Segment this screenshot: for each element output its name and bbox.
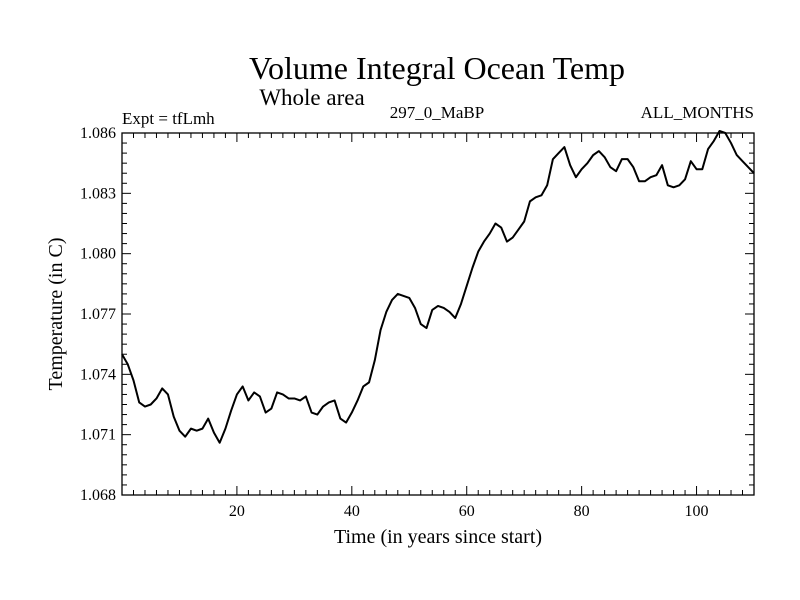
y-tick-label: 1.074 (80, 366, 116, 383)
y-axis-ticks: 1.068 1.071 1.074 1.077 1.080 1.083 1.086 (80, 125, 754, 504)
plot-frame (121, 132, 755, 496)
annotation-months: ALL_MONTHS (641, 103, 754, 122)
x-tick-label: 20 (229, 503, 245, 520)
chart-title: Volume Integral Ocean Temp (249, 50, 625, 86)
y-tick-label: 1.086 (80, 125, 116, 142)
x-tick-label: 100 (685, 503, 709, 520)
y-tick-label: 1.068 (80, 487, 116, 504)
y-tick-label: 1.071 (80, 427, 116, 444)
annotation-expt: Expt = tfLmh (122, 109, 215, 128)
y-tick-label: 1.080 (80, 246, 116, 263)
x-tick-label: 40 (344, 503, 360, 520)
y-tick-label: 1.083 (80, 185, 116, 202)
x-tick-label: 80 (574, 503, 590, 520)
x-axis-ticks: 20 40 60 80 100 (132, 133, 744, 520)
annotation-period: 297_0_MaBP (390, 103, 484, 122)
y-tick-label: 1.077 (80, 306, 116, 323)
data-points (121, 130, 755, 444)
x-axis-label: Time (in years since start) (334, 526, 542, 548)
y-axis-label: Temperature (in C) (45, 238, 67, 391)
x-tick-label: 60 (459, 503, 475, 520)
series-line (121, 129, 755, 444)
chart-subtitle: Whole area (259, 85, 364, 110)
